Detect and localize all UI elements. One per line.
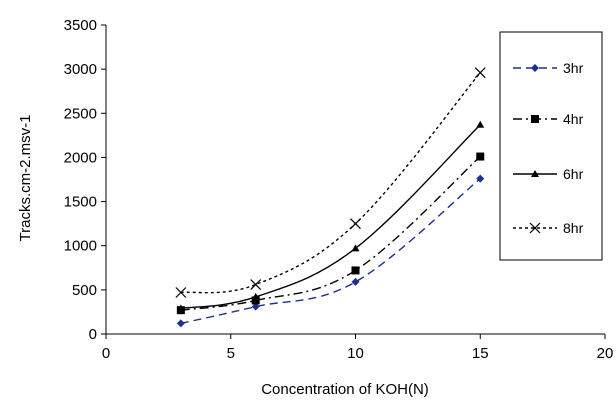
legend-item-4hr: 4hr — [513, 111, 584, 127]
y-tick-label: 0 — [89, 326, 97, 343]
data-point — [251, 302, 260, 311]
y-tick-label: 2000 — [64, 149, 97, 166]
data-point — [176, 304, 185, 312]
data-point — [474, 67, 486, 79]
series-line — [180, 72, 481, 294]
x-axis-ticks: 0 5 10 15 20 — [102, 334, 614, 362]
y-tick-label: 3500 — [64, 17, 97, 34]
data-point — [250, 279, 262, 290]
x-axis-title: Concentration of KOH(N) — [261, 381, 429, 398]
x-tick-label: 20 — [597, 345, 614, 362]
data-point — [351, 266, 360, 275]
data-point — [476, 120, 485, 128]
x-tick-label: 15 — [472, 345, 489, 362]
y-tick-label: 500 — [72, 282, 97, 299]
legend-label: 3hr — [563, 60, 584, 76]
legend: 3hr 4hr 6hr 8hr — [499, 31, 603, 261]
legend-item-3hr: 3hr — [513, 60, 584, 76]
y-tick-label: 1500 — [64, 194, 97, 211]
legend-marker — [531, 115, 539, 123]
x-tick-label: 0 — [102, 345, 110, 362]
series-3hr — [176, 174, 485, 328]
series-line — [180, 156, 481, 311]
data-point — [351, 277, 360, 286]
legend-marker — [531, 170, 539, 177]
series-line — [180, 124, 481, 310]
data-point — [476, 152, 485, 161]
legend-item-6hr: 6hr — [513, 166, 584, 182]
data-point — [350, 218, 361, 230]
x-tick-label: 10 — [347, 345, 364, 362]
data-point — [351, 244, 360, 252]
data-point — [175, 287, 187, 298]
series-4hr — [176, 152, 485, 315]
data-point — [251, 296, 260, 305]
x-tick-label: 5 — [227, 345, 235, 362]
legend-item-8hr: 8hr — [513, 220, 584, 236]
series-line — [180, 178, 481, 325]
legend-box — [499, 31, 603, 261]
data-point — [176, 319, 185, 328]
y-tick-label: 3000 — [64, 61, 97, 78]
legend-label: 6hr — [563, 166, 584, 182]
data-point — [476, 174, 485, 183]
series-8hr — [175, 67, 486, 298]
series-layer — [175, 67, 486, 328]
y-axis-ticks: 0 500 1000 1500 2000 2500 3000 3500 — [64, 17, 106, 343]
legend-label: 4hr — [563, 111, 584, 127]
legend-label: 8hr — [563, 220, 584, 236]
y-tick-label: 1000 — [64, 238, 97, 255]
series-6hr — [176, 120, 485, 312]
legend-marker — [529, 222, 541, 234]
y-tick-label: 2500 — [64, 105, 97, 122]
y-axis-title: Tracks.cm-2.msv-1 — [17, 115, 34, 242]
legend-marker — [531, 64, 539, 72]
data-point — [251, 292, 260, 300]
